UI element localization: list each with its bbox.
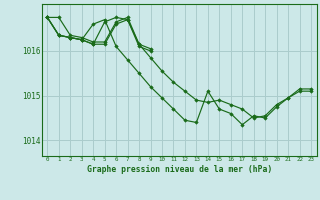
X-axis label: Graphe pression niveau de la mer (hPa): Graphe pression niveau de la mer (hPa) [87,165,272,174]
